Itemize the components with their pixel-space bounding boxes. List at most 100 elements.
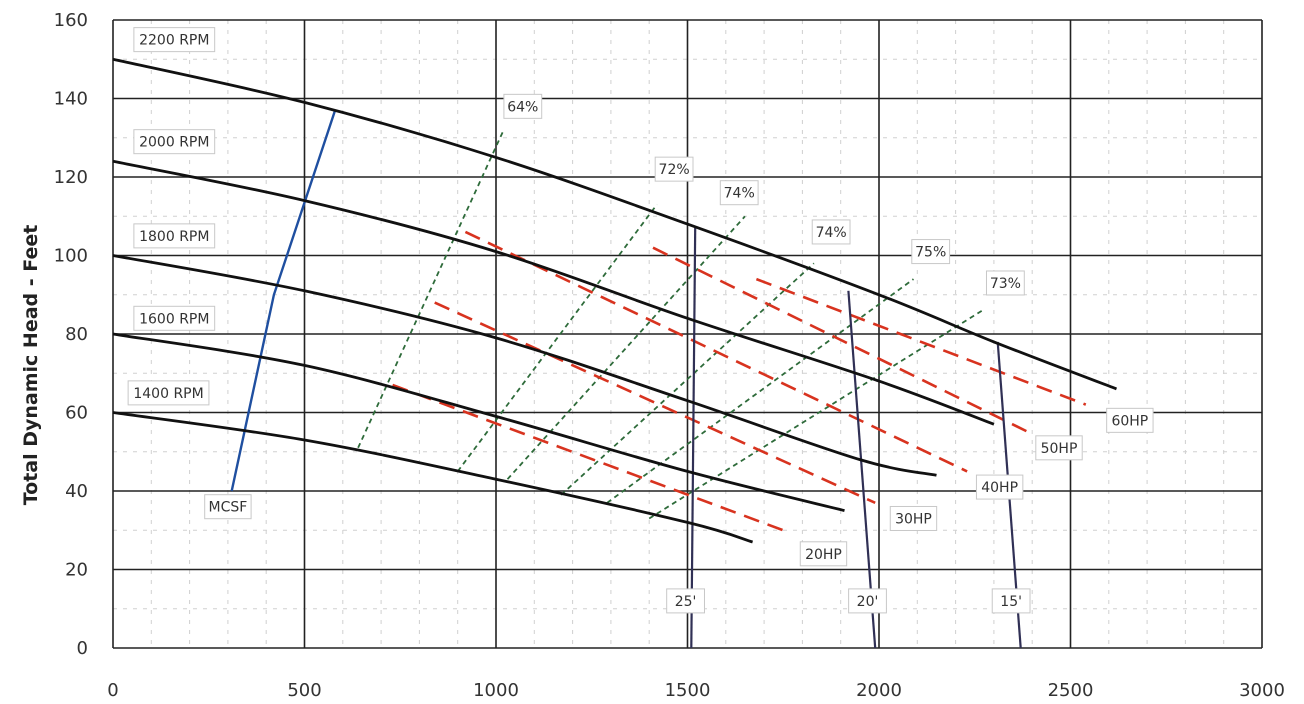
x-tick-label: 3000 <box>1239 680 1285 701</box>
efficiency-label-text: 74% <box>816 225 847 241</box>
efficiency-label-box <box>985 270 1025 296</box>
efficiency-label-box <box>911 239 951 265</box>
rpm-label: 1800 RPM <box>133 223 216 249</box>
horsepower-label: 30HP <box>889 505 938 531</box>
rpm-label-text: 1600 RPM <box>139 311 209 327</box>
y-tick-label: 20 <box>65 560 88 581</box>
x-tick-label: 500 <box>287 680 321 701</box>
efficiency-label: 64% <box>503 93 543 119</box>
rpm-curves <box>112 57 1117 544</box>
npsh-label-box <box>991 588 1031 614</box>
rpm-curve <box>112 159 995 426</box>
rpm-label-box <box>133 27 216 53</box>
rpm-label: 1600 RPM <box>133 305 216 331</box>
efficiency-line <box>648 309 983 520</box>
rpm-label-box <box>127 380 210 406</box>
mcsf-label-box <box>204 494 252 520</box>
horsepower-line <box>434 301 876 504</box>
horsepower-label-text: 50HP <box>1041 441 1078 457</box>
y-tick-label: 80 <box>65 324 88 345</box>
rpm-label-text: 2200 RPM <box>139 33 209 49</box>
mcsf-label: MCSF <box>204 494 252 520</box>
efficiency-line <box>456 203 658 472</box>
efficiency-line <box>560 262 815 496</box>
npsh-label-text: 25' <box>675 594 697 610</box>
rpm-label-text: 1400 RPM <box>133 386 203 402</box>
efficiency-label-text: 72% <box>659 162 690 178</box>
efficiency-line <box>606 278 915 504</box>
horsepower-line <box>392 383 784 532</box>
rpm-label: 2000 RPM <box>133 129 216 155</box>
horsepower-label: 40HP <box>975 474 1024 500</box>
rpm-label-text: 1800 RPM <box>139 229 209 245</box>
efficiency-label-text: 74% <box>724 186 755 202</box>
npsh-label: 25' <box>666 588 705 614</box>
major-grid <box>112 19 1263 649</box>
y-tick-label: 0 <box>77 638 88 659</box>
efficiency-lines <box>357 129 983 520</box>
horsepower-label: 60HP <box>1106 407 1154 433</box>
rpm-curve <box>112 411 753 544</box>
efficiency-label: 73% <box>985 270 1025 296</box>
y-axis-ticks: 0 20 40 60 80 100 120 140 160 <box>54 10 88 659</box>
efficiency-label: 74% <box>719 180 759 206</box>
efficiency-label-text: 64% <box>507 99 538 115</box>
npsh-label: 20' <box>848 588 887 614</box>
efficiency-label: 75% <box>911 239 951 265</box>
npsh-label: 15' <box>991 588 1031 614</box>
mcsf-line <box>230 109 337 492</box>
y-tick-label: 40 <box>65 481 88 502</box>
y-tick-label: 120 <box>54 167 88 188</box>
horsepower-line <box>652 246 1029 434</box>
horsepower-label-box <box>799 541 848 567</box>
efficiency-label: 74% <box>811 219 851 245</box>
y-tick-label: 140 <box>54 89 88 110</box>
horsepower-label-box <box>889 505 938 531</box>
efficiency-label-box <box>719 180 759 206</box>
efficiency-label-text: 75% <box>915 245 946 261</box>
horsepower-line <box>464 230 968 473</box>
horsepower-label-text: 40HP <box>981 480 1018 496</box>
x-axis-ticks: 0 500 1000 1500 2000 2500 3000 <box>107 680 1285 701</box>
horsepower-label-text: 30HP <box>895 511 932 527</box>
rpm-label-box <box>133 223 216 249</box>
x-tick-label: 1500 <box>665 680 711 701</box>
npsh-label-box <box>848 588 887 614</box>
x-tick-label: 2000 <box>856 680 902 701</box>
x-tick-label: 1000 <box>473 680 519 701</box>
npsh-label-text: 20' <box>857 594 879 610</box>
rpm-curve <box>112 57 1117 391</box>
horsepower-label-text: 20HP <box>805 547 842 563</box>
x-tick-label: 2500 <box>1048 680 1094 701</box>
mcsf-series <box>230 109 337 492</box>
rpm-curve <box>112 332 845 512</box>
horsepower-label-box <box>1035 435 1083 461</box>
rpm-label-box <box>133 129 216 155</box>
horsepower-line <box>755 277 1087 406</box>
npsh-line <box>690 227 697 649</box>
npsh-label-box <box>666 588 705 614</box>
rpm-label-box <box>133 305 216 331</box>
curve-labels: 2200 RPM 2000 RPM 1800 RPM 1600 RPM 1400 RPM… <box>127 27 1154 614</box>
y-tick-label: 100 <box>54 246 88 267</box>
efficiency-label-box <box>811 219 851 245</box>
horsepower-label: 50HP <box>1035 435 1083 461</box>
horsepower-label-text: 60HP <box>1111 413 1148 429</box>
npsh-lines <box>690 227 1022 649</box>
efficiency-label: 72% <box>654 156 694 182</box>
efficiency-label-text: 73% <box>990 276 1021 292</box>
rpm-label: 1400 RPM <box>127 380 210 406</box>
horsepower-lines <box>392 230 1087 532</box>
rpm-label-text: 2000 RPM <box>139 135 209 151</box>
x-tick-label: 0 <box>107 680 118 701</box>
y-tick-label: 60 <box>65 403 88 424</box>
efficiency-label-box <box>503 93 543 119</box>
horsepower-label: 20HP <box>799 541 848 567</box>
y-tick-label: 160 <box>54 10 88 31</box>
npsh-label-text: 15' <box>1000 594 1022 610</box>
horsepower-label-box <box>975 474 1024 500</box>
y-axis-label: Total Dynamic Head - Feet <box>20 225 42 506</box>
rpm-curve <box>112 254 937 477</box>
efficiency-line <box>357 129 505 449</box>
